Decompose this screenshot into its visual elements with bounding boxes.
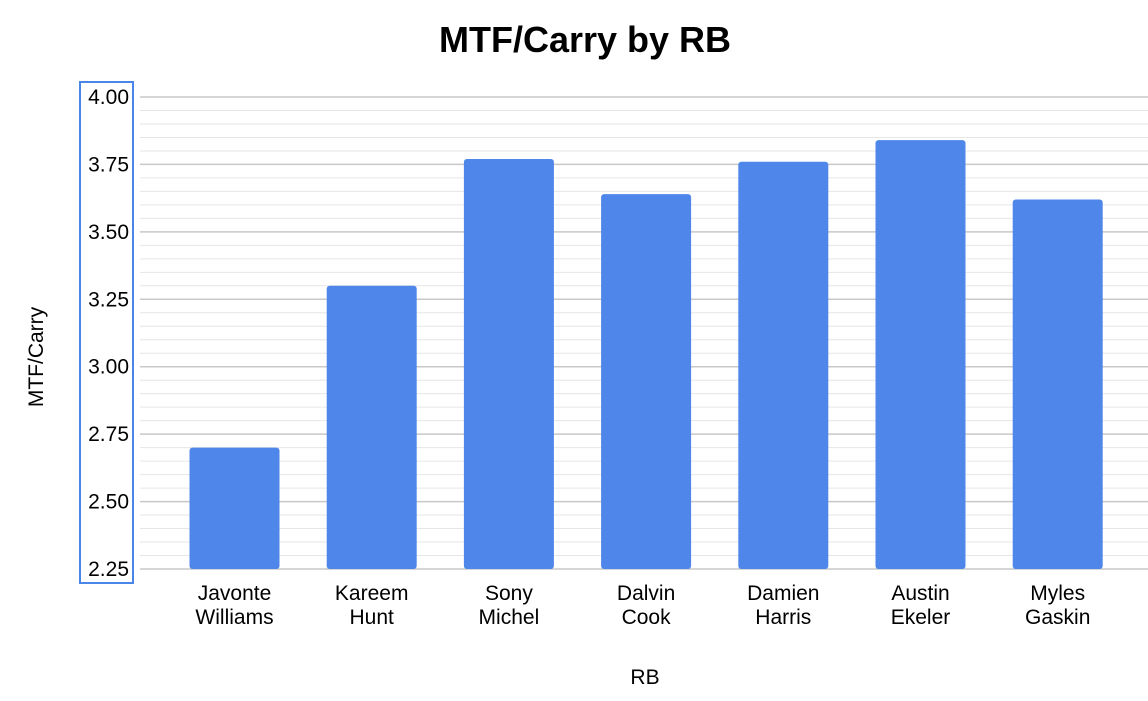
x-tick-label: Javonte Williams bbox=[195, 582, 273, 629]
y-tick-label: 2.75 bbox=[88, 423, 129, 446]
chart-title: MTF/Carry by RB bbox=[439, 19, 731, 60]
y-tick-label: 2.50 bbox=[88, 491, 129, 514]
bar[interactable] bbox=[326, 285, 417, 569]
x-tick-label: Sony Michel bbox=[479, 582, 540, 629]
x-tick-label: Austin Ekeler bbox=[891, 582, 951, 629]
bar[interactable] bbox=[463, 159, 554, 569]
y-axis-title: MTF/Carry bbox=[25, 306, 48, 407]
bar[interactable] bbox=[875, 140, 966, 569]
bar[interactable] bbox=[601, 194, 692, 569]
y-tick-label: 4.00 bbox=[88, 86, 129, 109]
y-axis-ticks: 2.25 2.50 2.75 3.00 3.25 3.50 3.75 4.00 bbox=[88, 86, 129, 581]
y-tick-label: 3.75 bbox=[88, 153, 129, 176]
y-tick-label: 2.25 bbox=[88, 558, 129, 581]
bar[interactable] bbox=[189, 447, 280, 569]
x-tick-label: Kareem Hunt bbox=[335, 582, 409, 629]
x-tick-label: Dalvin Cook bbox=[617, 582, 675, 629]
x-tick-label: Damien Harris bbox=[747, 582, 819, 629]
y-tick-label: 3.50 bbox=[88, 221, 129, 244]
bar[interactable] bbox=[738, 161, 829, 569]
x-axis-category-labels: Javonte Williams Kareem Hunt Sony Michel Dalvi… bbox=[195, 582, 1090, 629]
x-axis-title: RB bbox=[630, 666, 659, 689]
bar[interactable] bbox=[1012, 199, 1103, 569]
y-tick-label: 3.25 bbox=[88, 288, 129, 311]
bars bbox=[189, 140, 1103, 569]
x-tick-label: Myles Gaskin bbox=[1025, 582, 1090, 629]
y-axis-selection-box[interactable] bbox=[79, 81, 134, 584]
y-tick-label: 3.00 bbox=[88, 356, 129, 379]
